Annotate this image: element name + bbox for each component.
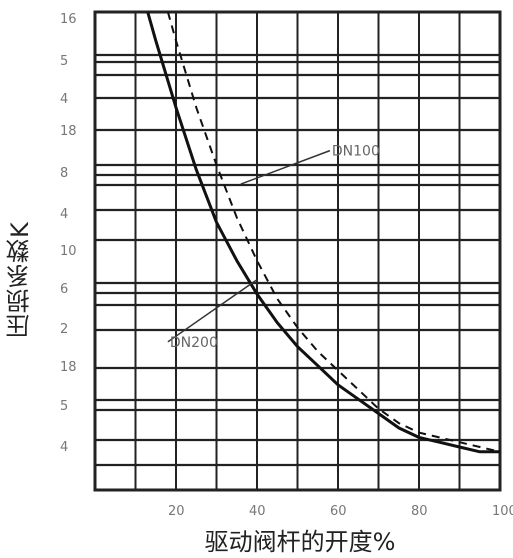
x-tick-labels: 20 40 60 80 100 [168,504,513,519]
chart-grid [93,10,502,492]
y-tick-label: 4 [60,92,68,107]
y-tick-label: 4 [60,207,68,222]
y-tick-label: 6 [60,282,68,297]
x-tick-label: 20 [168,504,185,519]
series-line-dashed [166,11,501,453]
y-tick-label: 4 [60,440,68,455]
y-tick-label: 18 [60,124,77,139]
y-tick-label: 18 [60,360,77,375]
y-tick-label: 5 [60,399,68,414]
annotation-leader [240,149,331,185]
y-tick-label: 5 [60,54,68,69]
annotation-label: DN100 [332,144,380,160]
x-axis-label: 驱动阀杆的开度% [204,528,396,556]
y-axis-label: 压损系数K [6,221,34,339]
chart-series [146,11,501,454]
y-tick-labels: 16 5 4 18 8 4 10 6 2 18 5 4 [60,12,77,455]
chart-annotations: DN100 DN200 [167,144,380,351]
y-tick-label: 10 [60,244,77,259]
annotation-label: DN200 [170,335,218,351]
x-tick-label: 100 [492,504,513,519]
series-line-solid [146,11,500,454]
x-tick-label: 40 [249,504,266,519]
y-tick-label: 2 [60,322,68,337]
x-tick-label: 80 [411,504,428,519]
annotation-leader [167,279,258,343]
x-tick-label: 60 [330,504,347,519]
y-tick-label: 16 [60,12,77,27]
y-tick-label: 8 [60,166,68,181]
